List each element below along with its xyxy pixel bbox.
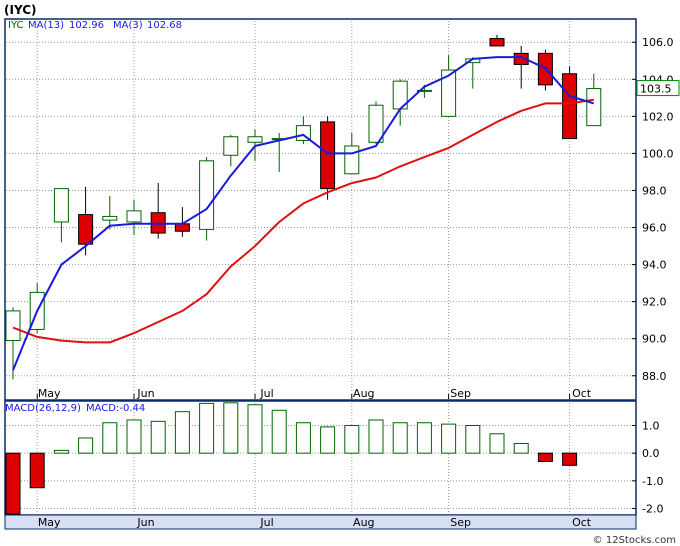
macd-bar <box>392 422 408 454</box>
ma3-value: 102.68 <box>147 20 182 31</box>
candle-body <box>441 69 457 117</box>
x-axis-strip <box>4 514 637 530</box>
macd-bar <box>174 411 190 454</box>
macd-bar <box>247 404 263 454</box>
price-x-label: Oct <box>572 387 592 400</box>
macd-bar <box>441 423 457 454</box>
macd-bar <box>489 433 505 454</box>
macd-bar <box>223 402 239 454</box>
macd-bar <box>199 402 215 454</box>
candle-body <box>513 52 529 65</box>
price-grid <box>6 21 635 399</box>
macd-bar <box>53 449 69 454</box>
candle-body <box>247 136 263 143</box>
macd-x-label: Oct <box>572 516 592 529</box>
candle-body <box>174 223 190 232</box>
macd-tick-label: -2.0 <box>642 502 663 515</box>
macd-tick-label: 0.0 <box>642 447 660 460</box>
price-tick-label: 92.0 <box>642 296 667 309</box>
macd-x-label: Sep <box>450 516 471 529</box>
macd-bar <box>368 419 384 454</box>
price-badge-value: 103.5 <box>640 83 672 96</box>
macd-x-label: Aug <box>353 516 374 529</box>
price-y-axis: 106.0104.0102.0100.098.096.094.092.090.0… <box>632 36 674 383</box>
ma13-line <box>12 56 595 371</box>
macd-bars <box>5 402 578 515</box>
macd-bar <box>562 452 578 466</box>
macd-bar <box>5 452 21 515</box>
candle-body <box>102 215 118 221</box>
macd-bar <box>537 452 553 462</box>
candle-body <box>126 210 142 223</box>
candle-body <box>489 38 505 47</box>
price-x-label: Jul <box>259 387 273 400</box>
candle-body <box>78 214 94 245</box>
price-x-label: Jun <box>136 387 154 400</box>
chart-title: (IYC) <box>4 3 37 17</box>
candle-body <box>53 188 69 223</box>
macd-bar <box>513 442 529 454</box>
price-tick-label: 98.0 <box>642 184 667 197</box>
macd-value: MACD:-0.44 <box>86 403 145 414</box>
macd-bar <box>271 409 287 454</box>
candle-body <box>5 310 21 342</box>
macd-bar <box>102 422 118 454</box>
price-tick-label: 96.0 <box>642 222 667 235</box>
macd-y-axis: 1.0 0.0 -1.0 -2.0 <box>632 420 663 515</box>
price-tick-label: 106.0 <box>642 36 674 49</box>
macd-bar <box>295 422 311 454</box>
macd-x-label: Jun <box>136 516 154 529</box>
macd-bar <box>29 452 45 489</box>
macd-bar <box>320 426 336 454</box>
macd-panel <box>4 400 637 516</box>
macd-label: MACD(26,12,9) <box>5 403 81 414</box>
price-tick-label: 94.0 <box>642 259 667 272</box>
price-tick-label: 88.0 <box>642 370 667 383</box>
macd-bar <box>126 419 142 454</box>
candle-body <box>199 160 215 230</box>
price-tick-label: 90.0 <box>642 333 667 346</box>
candle-body <box>320 121 336 190</box>
candle-body <box>344 145 360 175</box>
ma3-label: MA(3) <box>113 20 143 31</box>
candle-body <box>416 89 432 92</box>
moving-average-lines <box>12 56 595 371</box>
macd-x-axis: May Jun Jul Aug Sep Oct <box>38 516 592 529</box>
price-badge <box>636 80 680 97</box>
macd-bar <box>78 437 94 454</box>
macd-tick-label: -1.0 <box>642 475 663 488</box>
candle-body <box>562 73 578 140</box>
price-x-axis: May Jun Jul Aug Sep Oct <box>38 387 592 400</box>
price-x-label: Aug <box>353 387 374 400</box>
macd-bar <box>344 425 360 454</box>
price-tick-label: 102.0 <box>642 110 674 123</box>
macd-x-label: Jul <box>259 516 273 529</box>
macd-x-label: May <box>38 516 61 529</box>
macd-bar <box>150 420 166 454</box>
candle-body <box>223 136 239 156</box>
ma13-label: MA(13) <box>28 20 64 31</box>
ma13-value: 102.96 <box>69 20 104 31</box>
watermark: © 12Stocks.com <box>593 535 676 546</box>
macd-bar <box>416 422 432 454</box>
macd-bar <box>465 425 481 454</box>
price-x-label: Sep <box>450 387 471 400</box>
price-x-label: May <box>38 387 61 400</box>
candle-body <box>368 104 384 143</box>
macd-tick-label: 1.0 <box>642 420 660 433</box>
ma3-line <box>12 98 594 344</box>
price-tick-label: 100.0 <box>642 147 674 160</box>
candle-body <box>586 88 602 127</box>
symbol-label: IYC <box>8 20 24 31</box>
